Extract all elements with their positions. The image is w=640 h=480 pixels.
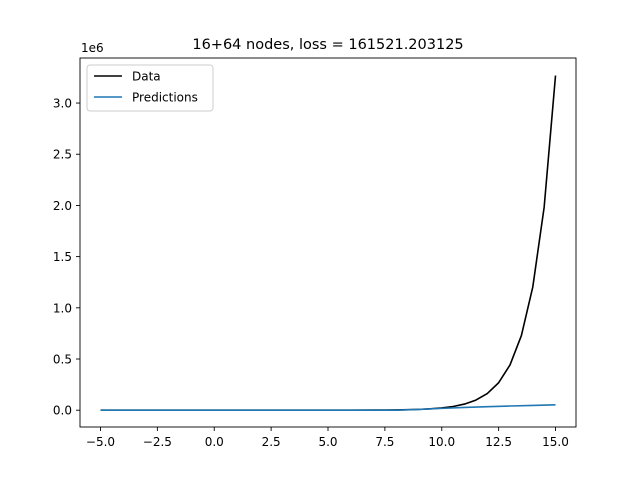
y-tick-label: 2.5 [53, 148, 72, 162]
x-tick-label: 0.0 [205, 435, 224, 449]
y-tick-label: 0.5 [53, 353, 72, 367]
x-axis: −5.0 −2.5 0.0 2.5 5.0 7.5 10.0 12.5 15.0 [86, 427, 569, 449]
series-line-predictions [100, 403, 556, 412]
y-axis: 0.0 0.5 1.0 1.5 2.0 2.5 3.0 [53, 97, 80, 418]
x-tick-label: 7.5 [375, 435, 394, 449]
x-tick-label: −5.0 [86, 435, 115, 449]
x-tick-label: 15.0 [542, 435, 569, 449]
y-tick-label: 0.0 [53, 404, 72, 418]
y-tick-label: 2.0 [53, 199, 72, 213]
y-tick-label: 1.0 [53, 301, 72, 315]
legend-label-predictions: Predictions [132, 91, 198, 105]
x-tick-label: 5.0 [318, 435, 337, 449]
y-tick-label: 1.5 [53, 250, 72, 264]
x-tick-label: 10.0 [428, 435, 455, 449]
chart-title: 16+64 nodes, loss = 161521.203125 [192, 37, 463, 53]
y-axis-offset-label: 1e6 [81, 41, 104, 55]
y-tick-label: 3.0 [53, 97, 72, 111]
x-tick-label: 12.5 [485, 435, 512, 449]
x-tick-label: −2.5 [143, 435, 172, 449]
x-tick-label: 2.5 [262, 435, 281, 449]
legend: Data Predictions [86, 64, 214, 112]
legend-label-data: Data [132, 70, 161, 84]
